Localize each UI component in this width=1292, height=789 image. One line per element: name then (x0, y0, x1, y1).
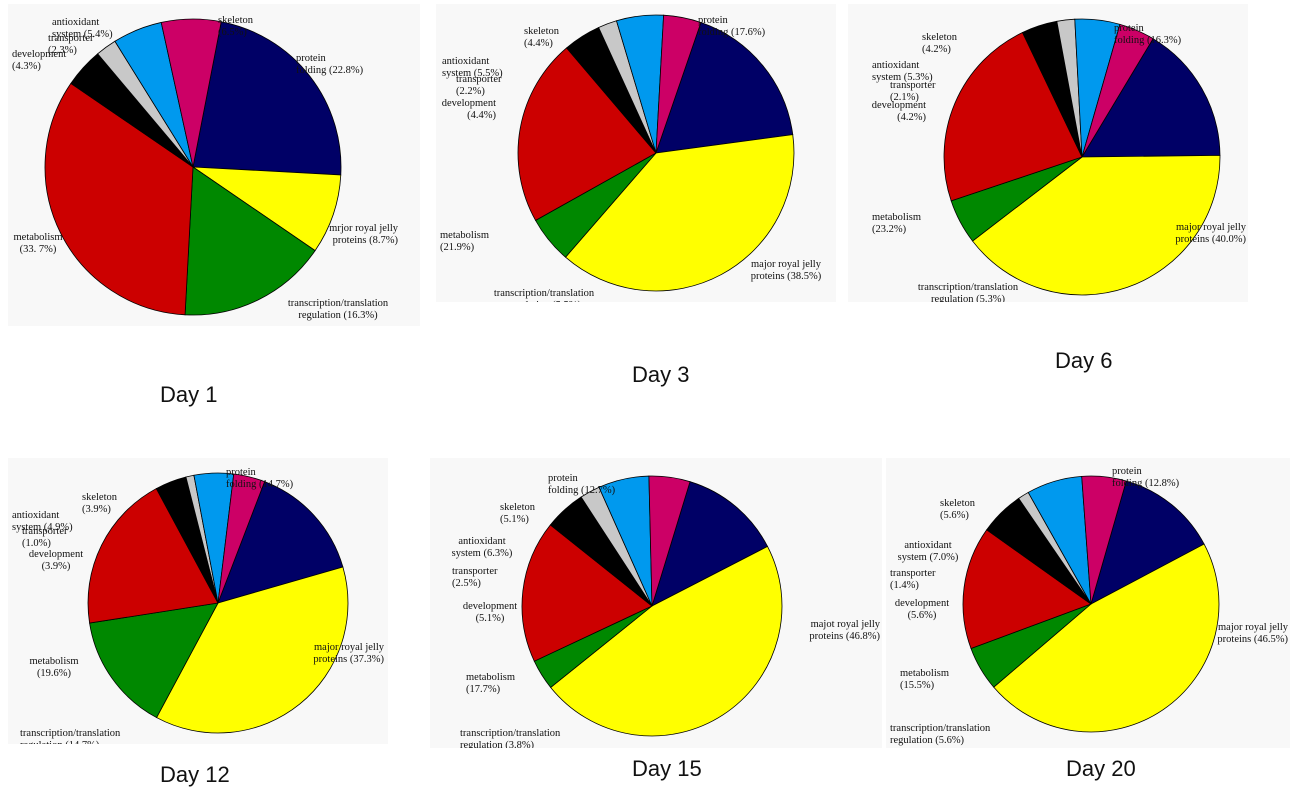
pie-slice-protein-folding (1081, 38, 1221, 158)
pie-label-major-royal-jelly-proteins: majot royal jelly proteins (46.8%) (809, 619, 880, 642)
pie-label-development: development (5.6%) (895, 598, 949, 621)
pie-chart-day-3: protein folding (17.6%) major royal jelly p… (440, 14, 822, 302)
pie-slice-major-royal-jelly-proteins (971, 154, 1221, 296)
pie-label-antioxidant-system: antioxidant system (5.3%) (872, 60, 933, 83)
pie-slice-protein-folding (1090, 480, 1205, 605)
pie-chart-day-15: protein folding (12.7%) majot royal jelly p… (452, 473, 881, 748)
pie-label-development: development (4.4%) (442, 98, 497, 121)
pie-label-transcription-translation-regulation: transcription/translation regulation (5.6… (890, 723, 991, 746)
caption-day-1: Day 1 (160, 382, 218, 407)
pie-label-development: development (5.1%) (463, 601, 517, 624)
pie-label-major-royal-jelly-proteins: major royal jelly proteins (46.5%) (1217, 622, 1288, 645)
pie-slice-skeleton (655, 14, 702, 154)
pie-label-major-royal-jelly-proteins: major royal jelly proteins (38.5%) (751, 259, 822, 282)
pie-label-skeleton: skeleton (6.5%) (218, 15, 254, 38)
pie-label-metabolism: metabolism (17.7%) (466, 672, 515, 695)
pie-label-transcription-translation-regulation: transcription/translation regulation (16.… (288, 298, 389, 321)
caption-day-3: Day 3 (632, 362, 690, 387)
pie-label-antioxidant-system: antioxidant system (4.9%) (12, 510, 73, 533)
pie-slice-transcription-translation-regulation (184, 166, 316, 316)
pie-label-development: development (4.2%) (872, 100, 927, 123)
pie-slice-metabolism (943, 31, 1083, 202)
pie-panel-day-6: protein folding (16.3%) major royal jelly p… (848, 4, 1248, 302)
pie-slice-metabolism (517, 47, 657, 221)
pie-chart-day-20: protein folding (12.8%) major royal jelly p… (890, 466, 1289, 746)
pie-slice-skeleton (217, 473, 266, 604)
pie-slice-major-royal-jelly-proteins (156, 566, 349, 734)
pie-label-metabolism: metabolism (15.5%) (900, 668, 949, 691)
pie-panel-day-1: protein folding (22.8%) mrjor royal jelly p… (8, 4, 420, 326)
pie-label-metabolism: metabolism (21.9%) (440, 230, 489, 253)
pie-slice-major-royal-jelly-proteins (550, 545, 783, 737)
caption-day-12: Day 12 (160, 762, 230, 787)
pie-label-skeleton: skeleton (4.2%) (922, 32, 958, 55)
pie-slice-skeleton (1081, 23, 1154, 158)
pie-panel-day-20: protein folding (12.8%) major royal jelly p… (886, 458, 1290, 748)
caption-day-20: Day 20 (1066, 756, 1136, 781)
caption-day-15: Day 15 (632, 756, 702, 781)
pie-label-protein-folding: protein folding (12.7%) (548, 473, 616, 496)
pie-slice-metabolism (87, 488, 219, 624)
pie-label-antioxidant-system: antioxidant system (5.5%) (442, 56, 503, 79)
pie-slice-skeleton (160, 18, 222, 168)
pie-chart-day-6: protein folding (16.3%) major royal jelly p… (872, 18, 1247, 302)
pie-label-metabolism: metabolism (19.6%) (30, 656, 79, 679)
pie-label-major-royal-jelly-proteins: major royal jelly proteins (37.3%) (313, 642, 384, 665)
pie-slice-protein-folding (217, 481, 344, 604)
pie-slice-metabolism (44, 82, 194, 316)
pie-label-skeleton: skeleton (3.9%) (82, 492, 118, 515)
pie-slice-transcription-translation-regulation (89, 602, 219, 719)
pie-label-transporter: transporter (1.4%) (890, 568, 936, 591)
pie-label-antioxidant-system: antioxidant system (7.0%) (898, 540, 959, 563)
caption-day-6: Day 6 (1055, 348, 1113, 373)
pie-label-metabolism: metabolism (23.2%) (872, 212, 921, 235)
pie-chart-day-1: protein folding (22.8%) mrjor royal jelly p… (12, 15, 399, 321)
pie-chart-day-12: protein folding (14.7%) major royal jelly p… (12, 467, 385, 744)
pie-label-antioxidant-system: antioxidant system (6.3%) (452, 536, 513, 559)
pie-slice-major-royal-jelly-proteins (993, 543, 1220, 733)
pie-label-protein-folding: protein folding (14.7%) (226, 467, 294, 490)
pie-label-major-royal-jelly-proteins: major royal jelly proteins (40.0%) (1175, 222, 1246, 245)
pie-panel-day-12: protein folding (14.7%) major royal jelly p… (8, 458, 388, 744)
pie-label-protein-folding: protein folding (22.8%) (296, 53, 364, 76)
pie-label-transporter: transporter (2.2%) (456, 74, 502, 97)
pie-label-major-royal-jelly-proteins: mrjor royal jelly proteins (8.7%) (329, 223, 399, 246)
pie-label-metabolism: metabolism (33. 7%) (14, 232, 63, 255)
pie-label-development: development (3.9%) (29, 549, 83, 572)
pie-label-skeleton: skeleton (5.6%) (940, 498, 976, 521)
pie-label-transporter: transporter (2.3%) (48, 33, 94, 56)
pie-label-development: development (4.3%) (12, 49, 66, 72)
pie-panel-day-15: protein folding (12.7%) majot royal jelly p… (430, 458, 882, 748)
pie-label-transcription-translation-regulation: transcription/translation regulation (3.8… (460, 728, 561, 748)
pie-label-transporter: transporter (1.0%) (22, 526, 68, 549)
pie-slice-major-royal-jelly-proteins (564, 134, 795, 292)
pie-label-protein-folding: protein folding (12.8%) (1112, 466, 1180, 489)
pie-label-transcription-translation-regulation: transcription/translation regulation (5.3… (918, 282, 1019, 302)
pie-label-antioxidant-system: antioxidant system (5.4%) (52, 17, 113, 40)
pie-label-protein-folding: protein folding (17.6%) (698, 15, 766, 38)
pie-slice-protein-folding (655, 22, 794, 154)
pie-label-skeleton: skeleton (4.4%) (524, 26, 560, 49)
pie-label-protein-folding: protein folding (16.3%) (1114, 23, 1182, 46)
pie-label-skeleton: skeleton (5.1%) (500, 502, 536, 525)
pie-slice-skeleton (648, 475, 691, 607)
pie-label-transporter: transporter (2.5%) (452, 566, 498, 589)
pie-slice-protein-folding (192, 21, 342, 176)
pie-slice-skeleton (1081, 475, 1127, 605)
pie-slice-metabolism (521, 524, 653, 662)
pie-slice-metabolism (962, 529, 1092, 650)
pie-label-transporter: transporter (2.1%) (890, 80, 936, 103)
pie-panel-day-3: protein folding (17.6%) major royal jelly p… (436, 4, 836, 302)
